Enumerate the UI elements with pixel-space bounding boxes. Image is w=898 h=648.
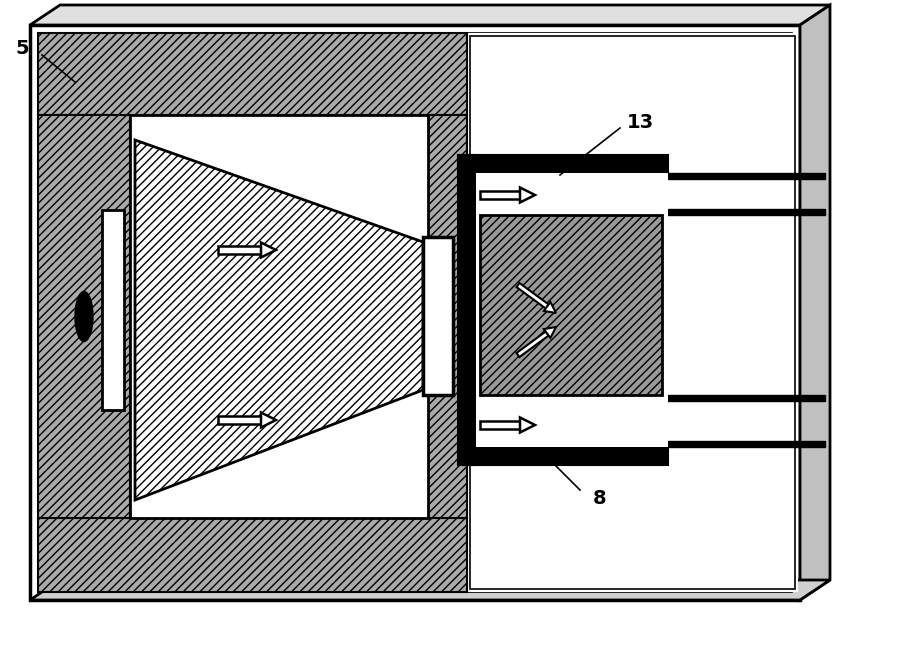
Polygon shape [135, 140, 423, 500]
Bar [668, 209, 825, 215]
Polygon shape [520, 417, 535, 432]
Bar [470, 36, 795, 589]
Bar [102, 210, 124, 410]
Bar [480, 191, 520, 199]
Bar [38, 33, 792, 592]
Bar [218, 246, 261, 254]
Bar [458, 155, 668, 173]
Bar [668, 173, 825, 179]
Bar [458, 155, 476, 465]
Bar [423, 237, 453, 395]
Polygon shape [520, 187, 535, 202]
Polygon shape [544, 327, 556, 338]
Polygon shape [516, 283, 549, 308]
Bar [130, 115, 428, 518]
Bar [668, 441, 825, 447]
Bar [467, 33, 798, 592]
Polygon shape [261, 413, 276, 428]
Polygon shape [800, 5, 830, 600]
Bar [38, 115, 130, 518]
Polygon shape [516, 332, 549, 357]
Bar [428, 115, 467, 518]
Bar [480, 421, 520, 429]
Bar [38, 33, 467, 115]
Text: 13: 13 [627, 113, 654, 132]
Polygon shape [261, 242, 276, 257]
Bar [38, 518, 467, 592]
Ellipse shape [75, 292, 93, 341]
Polygon shape [30, 580, 830, 600]
Text: 8: 8 [594, 489, 607, 507]
Bar [668, 395, 825, 401]
Text: 5: 5 [15, 38, 29, 58]
Bar [480, 215, 662, 395]
Bar [458, 447, 668, 465]
Bar [218, 416, 261, 424]
Bar [476, 173, 668, 447]
Bar [30, 25, 800, 600]
Polygon shape [544, 302, 556, 313]
Polygon shape [30, 5, 830, 25]
